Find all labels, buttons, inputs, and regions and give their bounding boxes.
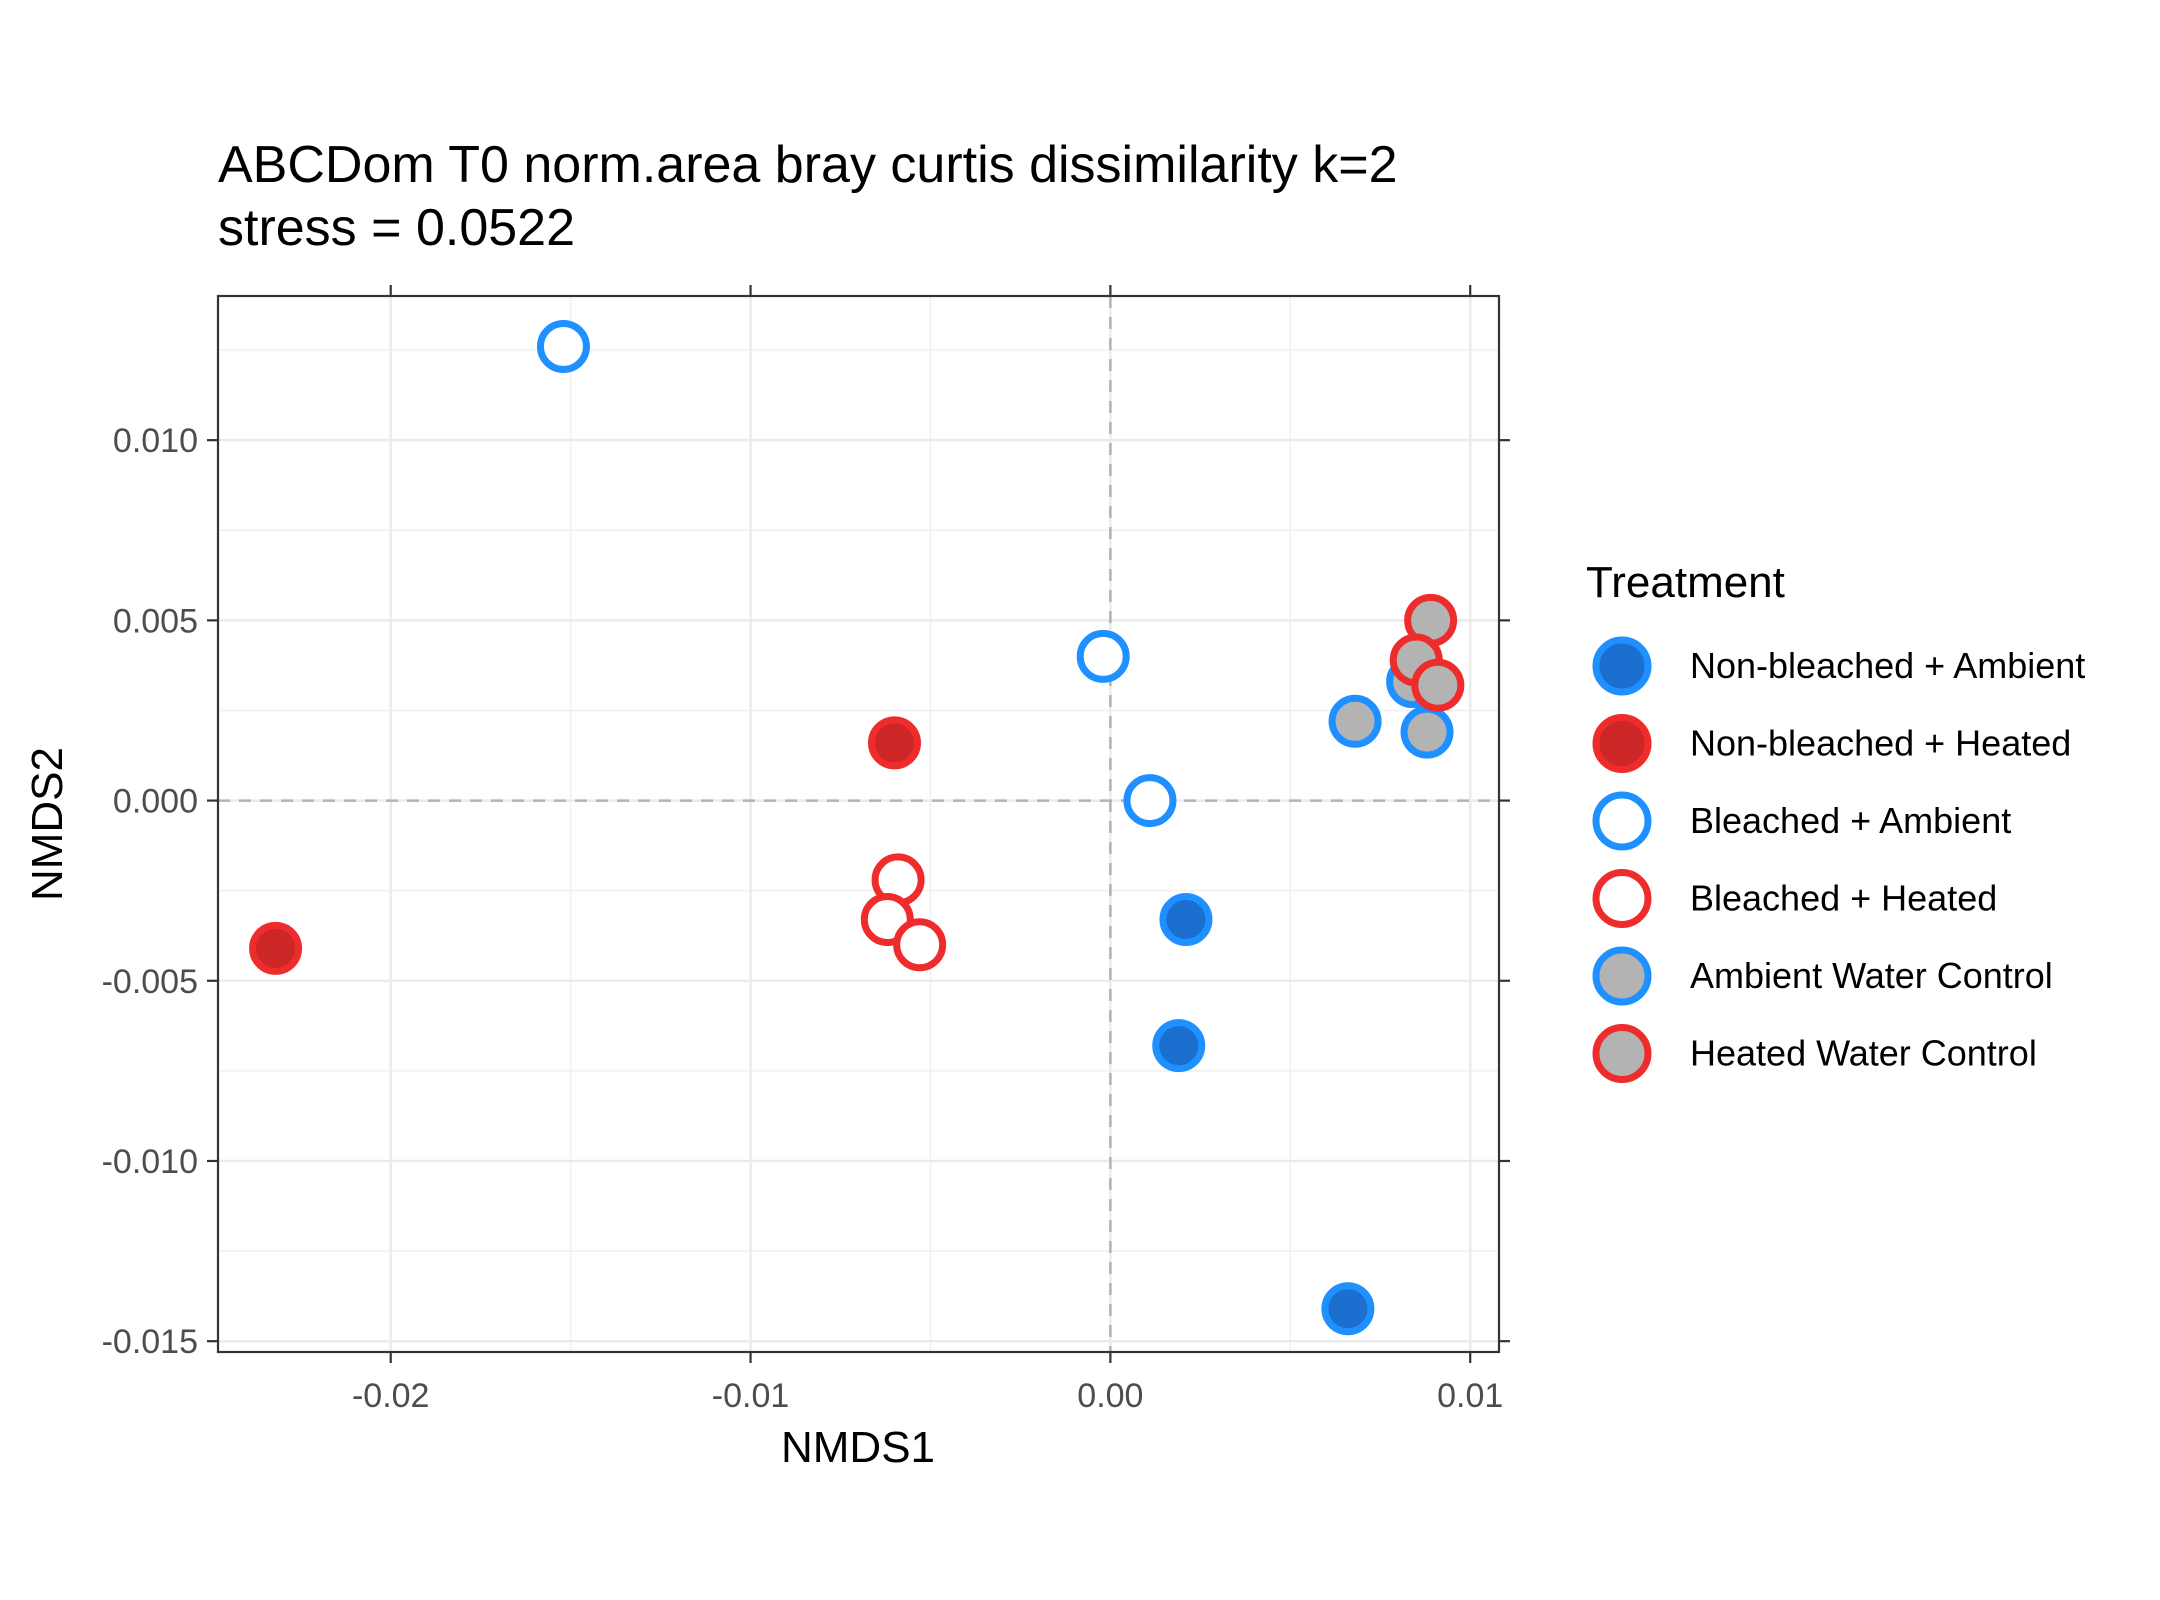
legend-key	[1592, 946, 1652, 1006]
reference-lines	[218, 296, 1499, 1352]
legend-label: Non-bleached + Ambient	[1690, 645, 2085, 686]
x-axis-title: NMDS1	[781, 1423, 935, 1472]
y-tick-label: 0.010	[113, 422, 198, 460]
chart-subtitle: stress = 0.0522	[218, 199, 575, 257]
data-points	[249, 319, 1465, 1336]
y-tick-label: -0.010	[102, 1143, 198, 1181]
data-point-series-4	[1328, 694, 1382, 748]
y-tick-label: -0.015	[102, 1323, 198, 1361]
y-axis-title: NMDS2	[23, 747, 72, 901]
y-tick-label: 0.005	[113, 602, 198, 640]
chart-title: ABCDom T0 norm.area bray curtis dissimil…	[218, 136, 1398, 194]
data-point-series-5	[1411, 658, 1465, 712]
y-tick-label: -0.005	[102, 963, 198, 1001]
legend-label: Ambient Water Control	[1690, 955, 2053, 996]
panel-border	[216, 294, 1501, 1354]
data-point-series-4	[1400, 705, 1454, 759]
legend-key	[1592, 1024, 1652, 1083]
legend-label: Bleached + Ambient	[1690, 800, 2011, 841]
legend-key	[1592, 714, 1652, 773]
legend-key	[1592, 791, 1652, 851]
legend-label: Bleached + Heated	[1690, 878, 1997, 919]
data-point-series-0	[1321, 1282, 1375, 1336]
legend-label: Heated Water Control	[1690, 1033, 2037, 1074]
data-point-series-0	[1159, 893, 1213, 947]
legend: Treatment Non-bleached + AmbientNon-blea…	[1586, 558, 2085, 1083]
x-tick-label: -0.01	[712, 1377, 790, 1415]
plot-panel	[207, 285, 1510, 1363]
data-point-series-1	[867, 716, 921, 770]
grid-major	[218, 296, 1499, 1352]
data-point-series-2	[1123, 774, 1177, 828]
x-axis-tick-labels: -0.02 -0.01 0.00 0.01	[352, 1377, 1503, 1415]
axis-ticks	[207, 285, 1510, 1363]
legend-items: Non-bleached + Ambient Non-bleached + Hea…	[1592, 636, 2085, 1083]
grid-minor	[218, 296, 1499, 1352]
data-point-series-2	[536, 319, 590, 373]
data-point-series-1	[249, 921, 303, 975]
x-tick-label: 0.00	[1077, 1377, 1143, 1415]
x-tick-label: 0.01	[1437, 1377, 1503, 1415]
data-point-series-0	[1152, 1019, 1206, 1073]
panel-background	[218, 296, 1499, 1352]
legend-key	[1592, 869, 1652, 928]
data-point-series-2	[1076, 629, 1130, 683]
legend-label: Non-bleached + Heated	[1690, 723, 2071, 764]
data-point-series-3	[893, 918, 947, 972]
y-tick-label: 0.000	[113, 783, 198, 821]
legend-key	[1592, 636, 1652, 696]
y-axis-tick-labels: -0.015 -0.010 -0.005 0.000 0.005 0.010	[102, 422, 198, 1361]
x-tick-label: -0.02	[352, 1377, 430, 1415]
legend-title: Treatment	[1586, 558, 1785, 607]
